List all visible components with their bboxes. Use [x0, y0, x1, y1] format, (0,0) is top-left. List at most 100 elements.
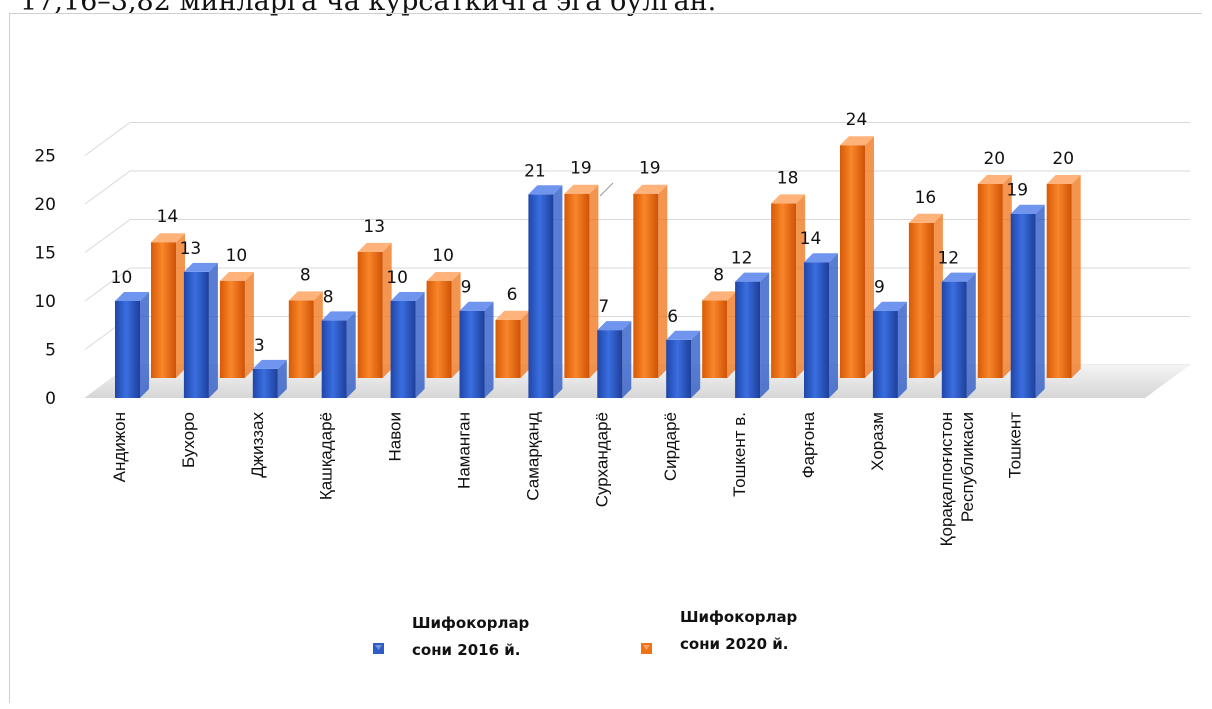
bar-2020-side: [658, 184, 668, 378]
x-tick-label-line: Сирдарё: [661, 412, 680, 481]
data-label-2020: 6: [507, 285, 518, 305]
bar-2020-side: [244, 272, 254, 378]
bar-2016-top: [735, 272, 770, 282]
bar-2016: [252, 359, 287, 398]
bar-2020-side: [865, 136, 874, 378]
data-label-2016: 12: [731, 249, 753, 269]
bar-2016: [528, 185, 563, 398]
bar-2016-top: [459, 301, 494, 311]
legend-2020-label: Шифокорлар сони 2020 й.: [680, 608, 798, 653]
data-label-2020: 20: [983, 149, 1005, 169]
x-tick-label-line: Самарқанд: [523, 412, 542, 501]
bar-2016-side: [622, 321, 632, 398]
bar-2020-front: [357, 251, 383, 378]
data-label-2020: 10: [226, 246, 248, 266]
x-tick-label: Наманган: [455, 412, 474, 489]
data-label-2020: 18: [777, 168, 799, 188]
x-tick-label: Сурхандарё: [592, 412, 611, 507]
bar-2016-side: [897, 301, 907, 398]
y-tick-label: 10: [34, 292, 56, 312]
bar-2020-side: [176, 233, 185, 378]
x-tick-label: Навои: [386, 412, 405, 462]
bar-2020: [908, 213, 943, 378]
x-tick-label-line: Сурхандарё: [592, 412, 611, 507]
data-label-2020: 10: [432, 246, 454, 266]
bar-2016: [666, 330, 701, 398]
bar-2020-side: [520, 310, 530, 378]
data-label-2020: 24: [846, 110, 868, 130]
bar-2020-side: [589, 184, 599, 378]
bars-layer: [115, 136, 1081, 398]
x-tick-label: Самарқанд: [523, 412, 542, 501]
bar-2016: [183, 262, 218, 398]
legend-2020-marker-shine: [643, 645, 650, 650]
bar-2016-side: [691, 330, 701, 398]
bar-2016-top: [183, 262, 218, 272]
data-label-2016: 21: [524, 161, 546, 181]
page-caption: 17,16–3,82 минларга ча курсаткичга эга б…: [20, 0, 717, 17]
x-tick-label: Хоразм: [868, 412, 887, 471]
bar-2016: [1010, 204, 1045, 398]
bar-2016-front: [183, 271, 209, 398]
x-tick-label-line: Хоразм: [868, 412, 887, 471]
bar-2020-front: [288, 300, 314, 378]
x-tick-label: Бухоро: [179, 412, 198, 468]
bar-2016-top: [597, 321, 632, 331]
bar-2016-side: [829, 253, 838, 398]
bar-2020-side: [451, 272, 461, 378]
x-tick-label: Сирдарё: [661, 412, 680, 481]
data-label-2016: 14: [800, 229, 822, 249]
y-tick-label: 5: [45, 341, 56, 361]
bar-2016-side: [140, 292, 149, 398]
x-tick-label-line: Қорақалпоғистон: [937, 412, 956, 546]
x-tick-label-line: Джиззах: [248, 412, 267, 478]
bar-2020: [702, 291, 737, 378]
x-tick-label-line: Наманган: [455, 412, 474, 489]
bar-2016-top: [804, 253, 838, 263]
data-label-2016: 19: [1006, 181, 1028, 201]
bar-2016-front: [804, 262, 829, 398]
bar-2016: [941, 272, 976, 398]
bar-2016-top: [252, 359, 287, 369]
x-tick-label-line: Республикаси: [958, 412, 977, 522]
x-tick-label: Тошкент: [1006, 412, 1025, 479]
chart-frame: [9, 13, 1202, 703]
bar-2016-front: [321, 320, 347, 398]
bar-2020-front: [977, 184, 1003, 378]
bar-2016-side: [966, 272, 976, 398]
legend-2016-marker: [373, 643, 384, 654]
legend-layer: Шифокорлар сони 2016 й. Шифокорлар сони 202…: [373, 608, 798, 659]
bar-2016-side: [415, 292, 425, 398]
bar-2020-side: [727, 291, 737, 378]
bar-2020-side: [313, 291, 323, 378]
bar-2016-top: [941, 272, 976, 282]
bar-2016: [459, 301, 494, 398]
x-tick-label-line: Андижон: [110, 412, 129, 482]
bar-2016-side: [346, 311, 356, 398]
bar-2020-front: [840, 145, 865, 378]
gridline-side: [84, 122, 131, 156]
data-label-2020: 20: [1052, 149, 1074, 169]
data-label-2020: 14: [157, 207, 179, 227]
bar-2016-front: [390, 301, 416, 398]
label-leader-line: [599, 182, 614, 197]
bar-2020-top: [977, 175, 1012, 184]
x-tick-label-line: Навои: [386, 412, 405, 462]
bar-2020: [564, 184, 599, 378]
bar-2020-front: [702, 300, 728, 378]
bar-2020-top: [1046, 175, 1081, 184]
bar-2016-side: [760, 272, 770, 398]
x-tick-label: Джиззах: [248, 412, 267, 478]
bar-2020-top: [702, 291, 737, 301]
bar-2020-front: [771, 203, 797, 378]
x-tick-label: Тошкент в.: [730, 412, 749, 497]
bar-2020-side: [796, 194, 806, 378]
y-tick-label: 0: [45, 389, 56, 409]
bar-2016: [597, 321, 632, 398]
bar-2016-front: [941, 281, 967, 398]
bar-2020-top: [151, 233, 185, 243]
bar-2020-top: [840, 136, 874, 146]
labels-layer: 14 10 10 13 8 3 13 8 10 10 6 9 19 21 19 7 8 6 18 12 24 14 16 9 2…: [111, 110, 1074, 356]
bar-2016: [390, 292, 425, 398]
